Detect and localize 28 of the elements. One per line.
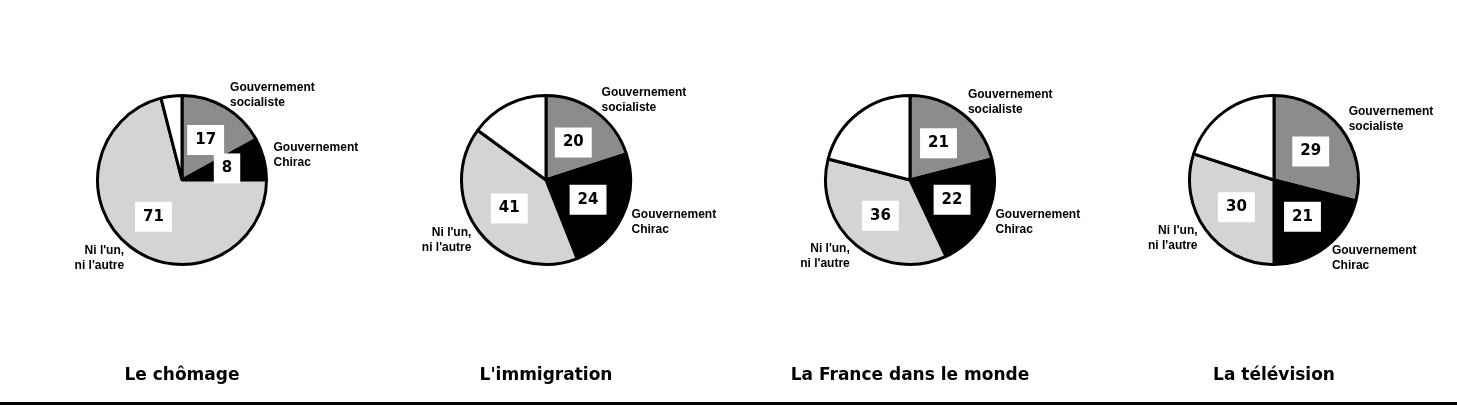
text: La France dans le monde (790, 364, 1030, 384)
data-label: 24 (577, 189, 599, 208)
slice-label: Gouvernement socialiste (1348, 104, 1434, 134)
data-label: 29 (1300, 141, 1322, 160)
text: La télévision (1213, 364, 1335, 384)
data-label: 41 (498, 198, 520, 217)
data-label: 30 (1225, 197, 1247, 216)
slice-label: Gouvernement Chirac (1331, 242, 1417, 272)
data-label: 21 (928, 133, 949, 152)
data-label: 36 (869, 205, 891, 224)
data-label: 71 (143, 206, 164, 225)
slice-label: Gouvernement Chirac (631, 206, 717, 236)
slice-label: Ni l'un, ni l'autre (1148, 222, 1198, 252)
data-label: 17 (195, 129, 217, 148)
data-label: 21 (1292, 206, 1313, 225)
slice-label: Gouvernement socialiste (967, 86, 1053, 116)
text: Le chômage (124, 364, 240, 384)
slice-label: Ni l'un, ni l'autre (74, 242, 125, 272)
slice-label: Ni l'un, ni l'autre (800, 240, 851, 270)
slice-label: Gouvernement socialiste (601, 85, 687, 115)
slice-label: Gouvernement Chirac (995, 206, 1081, 236)
slice-label: Gouvernement Chirac (273, 140, 359, 170)
text: L'immigration (479, 364, 613, 384)
data-label: 20 (562, 132, 584, 151)
slice-label: Gouvernement socialiste (230, 80, 315, 110)
slice-label: Ni l'un, ni l'autre (421, 225, 472, 255)
data-label: 22 (941, 189, 963, 208)
data-label: 8 (221, 158, 233, 177)
